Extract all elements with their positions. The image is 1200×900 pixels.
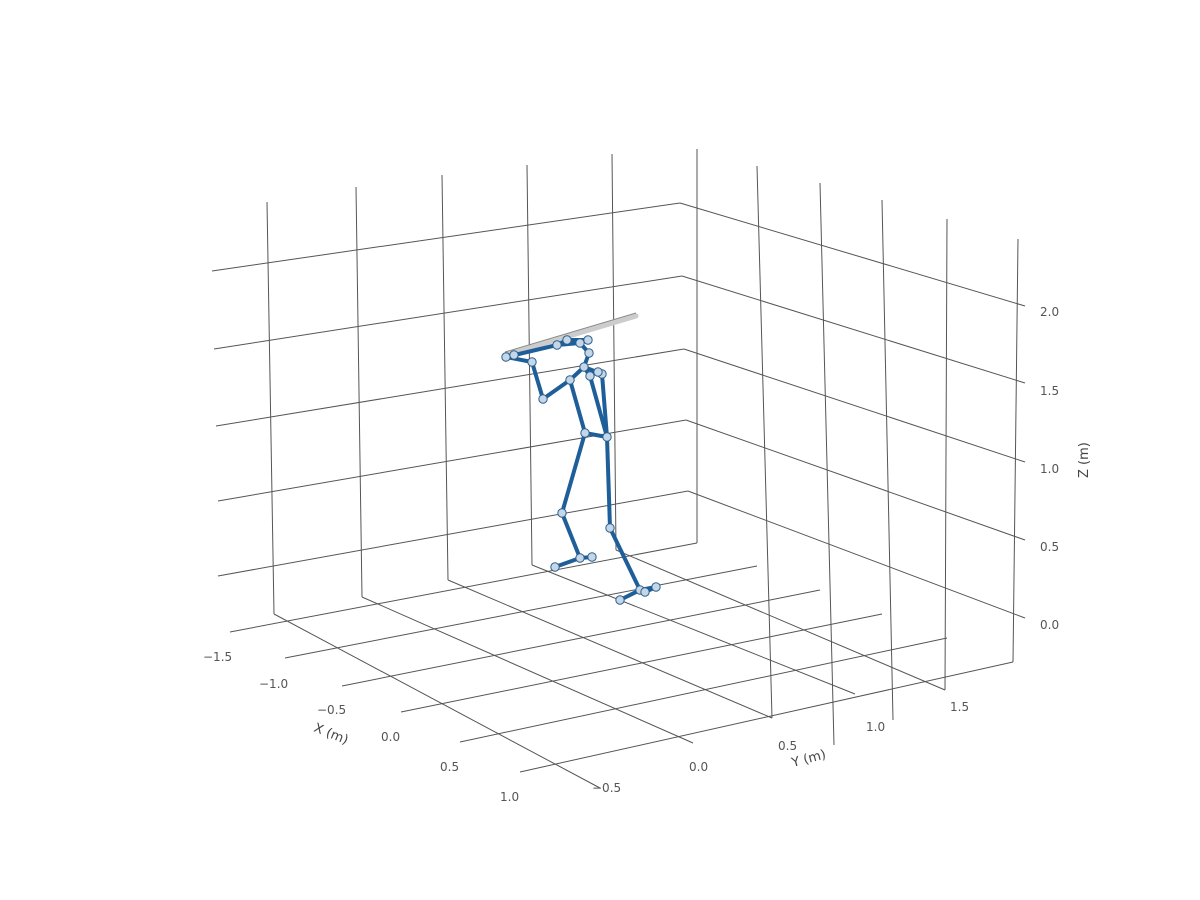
bat — [502, 312, 639, 358]
skeleton-joint — [509, 350, 519, 360]
skeleton-joint — [583, 335, 593, 345]
grid-vline-left-2 — [441, 174, 449, 581]
y-tick-labels: −0.5 0.0 0.5 1.0 1.5 — [592, 700, 969, 795]
grid-vline-left-4 — [611, 153, 617, 551]
z-tick-label: 2.0 — [1040, 305, 1059, 319]
x-tick-label: 1.0 — [500, 790, 519, 804]
skeleton-joint — [527, 357, 537, 367]
grid-vline-right-2 — [881, 199, 894, 721]
grid-floor-y-1 — [361, 596, 694, 744]
skeleton-joint — [580, 428, 590, 438]
grid-floor-y-0 — [273, 613, 601, 789]
y-tick-label: 1.0 — [866, 720, 885, 734]
z-tick-label: 0.5 — [1040, 540, 1059, 554]
grid-hline-right-2 — [683, 348, 1026, 463]
z-tick-label: 1.5 — [1040, 384, 1059, 398]
skeleton-bone — [608, 526, 642, 592]
skeleton-joint — [605, 523, 615, 533]
x-axis-title: X (m) — [312, 721, 351, 748]
skeleton-joint — [501, 352, 511, 362]
x-tick-labels: −1.5 −1.0 −0.5 0.0 0.5 1.0 — [203, 650, 519, 804]
grid-floor-x-2 — [341, 589, 821, 687]
skeleton-bone — [560, 431, 587, 515]
grid-floor-y-2 — [447, 579, 773, 719]
y-tick-label: 1.5 — [950, 700, 969, 714]
skeleton-bone — [541, 378, 572, 401]
grid-hline-right-0 — [679, 202, 1026, 307]
z-axis-title: Z (m) — [1077, 442, 1092, 478]
skeleton-joint — [651, 582, 661, 592]
grid-lines — [211, 149, 1026, 789]
skeleton-joint — [550, 562, 560, 572]
grid-vline-right-0 — [756, 165, 773, 719]
grid-vline-right-4 — [1012, 238, 1019, 663]
skeleton-bone — [588, 374, 609, 439]
grid-hline-left-2 — [215, 348, 685, 427]
z-tick-label: 1.0 — [1040, 462, 1059, 476]
skeleton-bone — [560, 511, 582, 560]
y-tick-label: 0.5 — [778, 739, 797, 753]
skeleton-joint — [584, 348, 594, 358]
skeleton-joint — [557, 508, 567, 518]
skeleton-joint — [538, 394, 548, 404]
grid-floor-x-0 — [229, 542, 698, 633]
x-tick-label: −1.0 — [259, 677, 288, 691]
grid-hline-right-4 — [687, 490, 1026, 619]
grid-vline-right-3 — [944, 218, 948, 691]
x-tick-label: 0.5 — [440, 760, 459, 774]
skeleton-bone — [600, 372, 609, 439]
grid-hline-right-3 — [685, 419, 1026, 541]
skeleton-joint — [575, 338, 585, 348]
x-tick-label: −0.5 — [317, 703, 346, 717]
grid-floor-y-3 — [531, 564, 856, 695]
grid-floor-x-4 — [459, 637, 948, 743]
grid-vline-right-1 — [819, 182, 835, 746]
skeleton-joint — [579, 362, 589, 372]
grid-hline-right-1 — [681, 275, 1026, 384]
skeleton-bone — [568, 378, 587, 435]
bat-edge — [504, 312, 637, 353]
x-tick-label: 0.0 — [381, 730, 400, 744]
grid-vline-left-0 — [266, 201, 275, 615]
grid-floor-x-1 — [284, 565, 758, 659]
skeleton-joint — [640, 587, 650, 597]
grid-vline-left-1 — [355, 186, 363, 598]
skeleton-bone — [530, 360, 545, 401]
skeleton-joint — [602, 432, 612, 442]
y-tick-label: −0.5 — [592, 781, 621, 795]
skeleton-joint — [593, 367, 603, 377]
skeleton-bone — [605, 435, 612, 530]
grid-hline-left-1 — [213, 275, 683, 350]
skeleton-joint — [575, 553, 585, 563]
x-tick-label: −1.5 — [203, 650, 232, 664]
bat-shaft — [502, 313, 639, 358]
skeleton-joints — [501, 335, 661, 605]
grid-floor-x-5 — [519, 661, 1014, 773]
skeleton-joint — [552, 340, 562, 350]
grid-floor-x-3 — [400, 613, 883, 713]
z-tick-label: 0.0 — [1040, 618, 1059, 632]
skeleton-joint — [615, 595, 625, 605]
z-tick-labels: 0.0 0.5 1.0 1.5 2.0 — [1040, 305, 1059, 632]
skeleton-joint — [587, 552, 597, 562]
skeleton-joint — [585, 371, 595, 381]
y-tick-label: 0.0 — [689, 760, 708, 774]
skeleton-joint — [565, 375, 575, 385]
grid-floor-y-4 — [615, 549, 946, 691]
grid-hline-left-0 — [211, 202, 681, 272]
grid-hline-left-4 — [217, 490, 689, 577]
skeleton-joint — [562, 335, 572, 345]
